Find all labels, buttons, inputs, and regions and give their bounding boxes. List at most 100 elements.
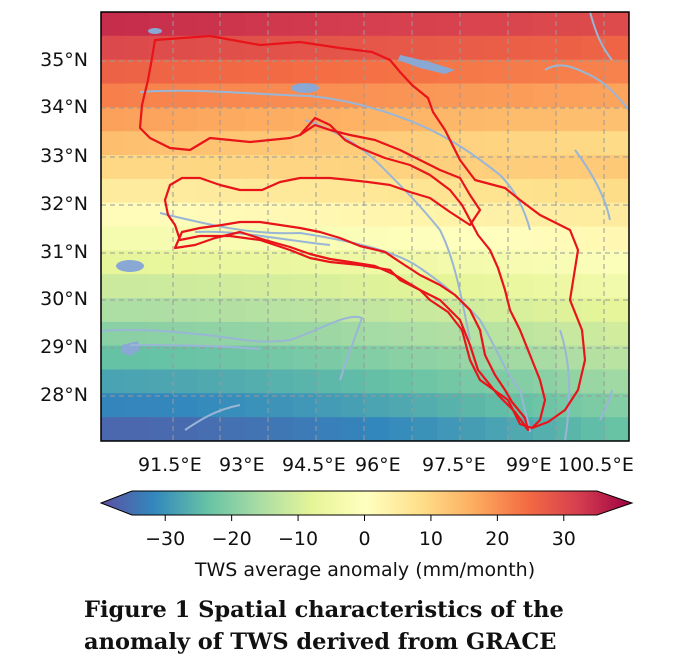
- raster-cell: [173, 131, 198, 156]
- raster-cell: [533, 131, 558, 156]
- raster-cell: [485, 35, 510, 61]
- longitude-label: 99°E: [506, 454, 552, 476]
- raster-cell: [269, 131, 294, 156]
- raster-cell: [269, 59, 294, 85]
- raster-cell: [389, 155, 414, 180]
- raster-cell: [557, 83, 582, 108]
- raster-cell: [173, 393, 198, 418]
- raster-cell: [293, 369, 318, 394]
- raster-cell: [581, 83, 606, 108]
- raster-cell: [485, 417, 510, 441]
- raster-cell: [173, 345, 198, 371]
- raster-cell: [413, 369, 438, 394]
- raster-cell: [581, 298, 606, 323]
- raster-cell: [365, 321, 390, 347]
- raster-cell: [605, 274, 629, 299]
- raster-cell: [437, 155, 462, 180]
- raster-cell: [197, 274, 222, 299]
- raster-cell: [365, 202, 390, 228]
- raster-cell: [125, 393, 150, 418]
- raster-cell: [365, 107, 390, 132]
- raster-cell: [149, 393, 174, 418]
- raster-cell: [389, 393, 414, 418]
- latitude-label: 32°N: [40, 193, 88, 215]
- raster-cell: [365, 274, 390, 299]
- raster-cell: [605, 59, 629, 85]
- raster-cell: [149, 369, 174, 394]
- raster-cell: [317, 83, 342, 108]
- raster-cell: [533, 178, 558, 204]
- raster-cell: [125, 226, 150, 251]
- raster-cell: [581, 155, 606, 180]
- raster-cell: [461, 59, 486, 85]
- raster-cell: [125, 202, 150, 228]
- raster-cell: [245, 393, 270, 418]
- raster-cell: [581, 178, 606, 204]
- raster-cell: [269, 393, 294, 418]
- raster-cell: [125, 178, 150, 204]
- raster-cell: [533, 107, 558, 132]
- raster-cell: [509, 250, 534, 275]
- raster-cell: [341, 59, 366, 85]
- raster-cell: [197, 345, 222, 371]
- raster-cell: [317, 369, 342, 394]
- colorbar-tick-label: 10: [418, 528, 444, 550]
- raster-cell: [461, 12, 486, 37]
- raster-cell: [317, 321, 342, 347]
- caption-line-1: Figure 1 Spatial characteristics of the: [84, 597, 564, 623]
- basin-outlines: [138, 34, 587, 432]
- raster-cell: [557, 12, 582, 37]
- raster-cell: [365, 59, 390, 85]
- raster-cell: [581, 131, 606, 156]
- raster-cell: [389, 369, 414, 394]
- raster-cell: [101, 393, 126, 418]
- raster-cell: [125, 155, 150, 180]
- raster-cell: [605, 298, 629, 323]
- raster-cell: [461, 417, 486, 441]
- raster-cell: [557, 274, 582, 299]
- raster-cell: [101, 417, 126, 441]
- raster-cell: [581, 393, 606, 418]
- colorbar: [99, 490, 634, 521]
- raster-cell: [101, 226, 126, 251]
- raster-cell: [533, 226, 558, 251]
- longitude-label: 93°E: [219, 454, 265, 476]
- rivers: [101, 12, 629, 441]
- raster-cell: [149, 107, 174, 132]
- raster-cell: [509, 345, 534, 371]
- raster-cell: [269, 107, 294, 132]
- raster-cell: [293, 131, 318, 156]
- raster-cell: [101, 131, 126, 156]
- raster-cell: [293, 178, 318, 204]
- latitude-label: 34°N: [40, 96, 88, 118]
- latitude-label: 31°N: [40, 241, 88, 263]
- raster-cell: [101, 83, 126, 108]
- raster-cell: [317, 131, 342, 156]
- longitude-label: 94.5°E: [282, 454, 346, 476]
- raster-cell: [197, 107, 222, 132]
- raster-cell: [317, 274, 342, 299]
- raster-cell: [509, 107, 534, 132]
- colorbar-tick-label: 0: [358, 528, 371, 550]
- raster-cell: [557, 202, 582, 228]
- raster-cell: [365, 393, 390, 418]
- raster-cell: [173, 35, 198, 61]
- raster-cell: [341, 107, 366, 132]
- raster-cell: [125, 369, 150, 394]
- raster-cell: [101, 202, 126, 228]
- raster-cell: [461, 35, 486, 61]
- raster-cell: [413, 12, 438, 37]
- raster-cell: [533, 321, 558, 347]
- raster-cell: [245, 12, 270, 37]
- raster-cell: [389, 83, 414, 108]
- raster-cell: [269, 417, 294, 441]
- raster-cell: [197, 226, 222, 251]
- raster-cell: [557, 178, 582, 204]
- raster-cell: [293, 298, 318, 323]
- raster-cell: [557, 35, 582, 61]
- raster-cell: [197, 393, 222, 418]
- raster-cell: [437, 369, 462, 394]
- raster-cell: [149, 274, 174, 299]
- raster-cell: [509, 155, 534, 180]
